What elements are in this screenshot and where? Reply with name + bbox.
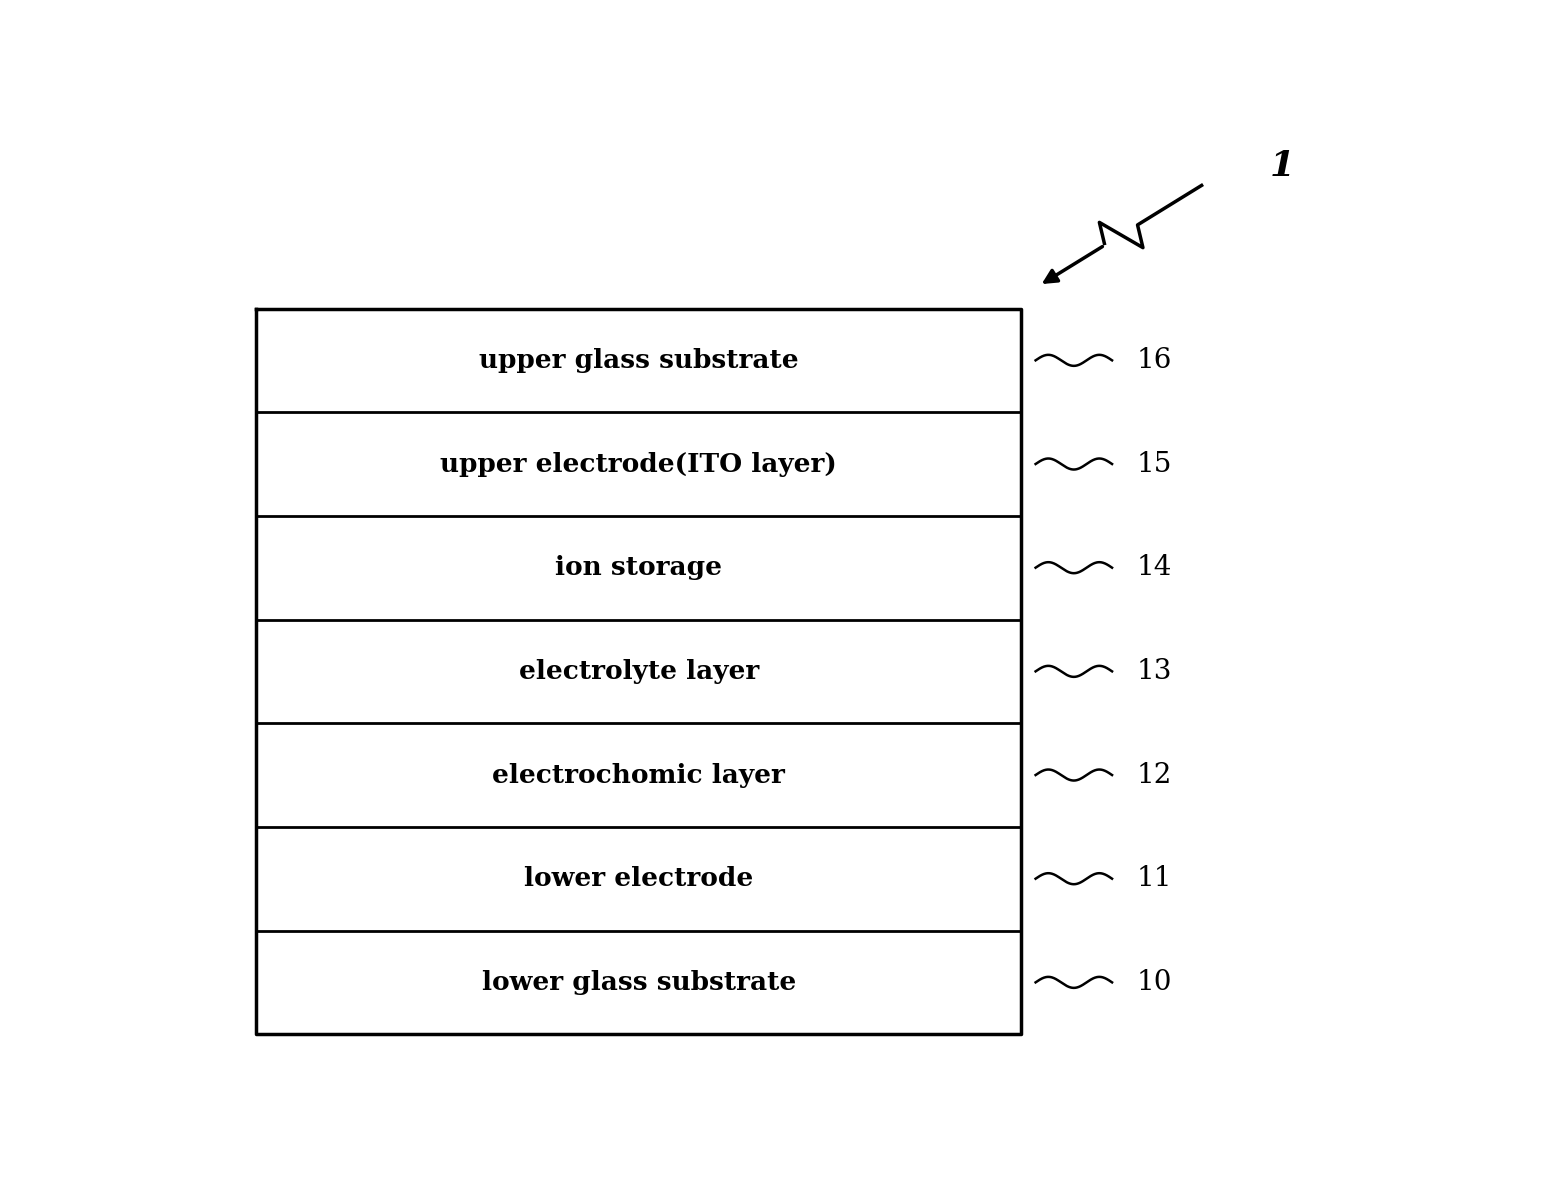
Text: ion storage: ion storage [556,555,722,580]
Text: electrolyte layer: electrolyte layer [518,659,760,684]
Text: upper electrode(ITO layer): upper electrode(ITO layer) [440,451,838,476]
Text: 13: 13 [1137,657,1171,685]
Text: upper glass substrate: upper glass substrate [479,348,799,373]
Text: 12: 12 [1137,761,1171,789]
Text: 1: 1 [1270,149,1295,183]
Text: 11: 11 [1137,865,1171,892]
Text: electrochomic layer: electrochomic layer [492,762,785,787]
Text: 10: 10 [1137,969,1171,996]
Text: 16: 16 [1137,347,1171,373]
Text: lower glass substrate: lower glass substrate [482,970,796,995]
Text: 14: 14 [1137,555,1171,581]
Text: lower electrode: lower electrode [525,866,753,891]
Bar [257,309,1021,1034]
Text: 15: 15 [1137,451,1171,477]
